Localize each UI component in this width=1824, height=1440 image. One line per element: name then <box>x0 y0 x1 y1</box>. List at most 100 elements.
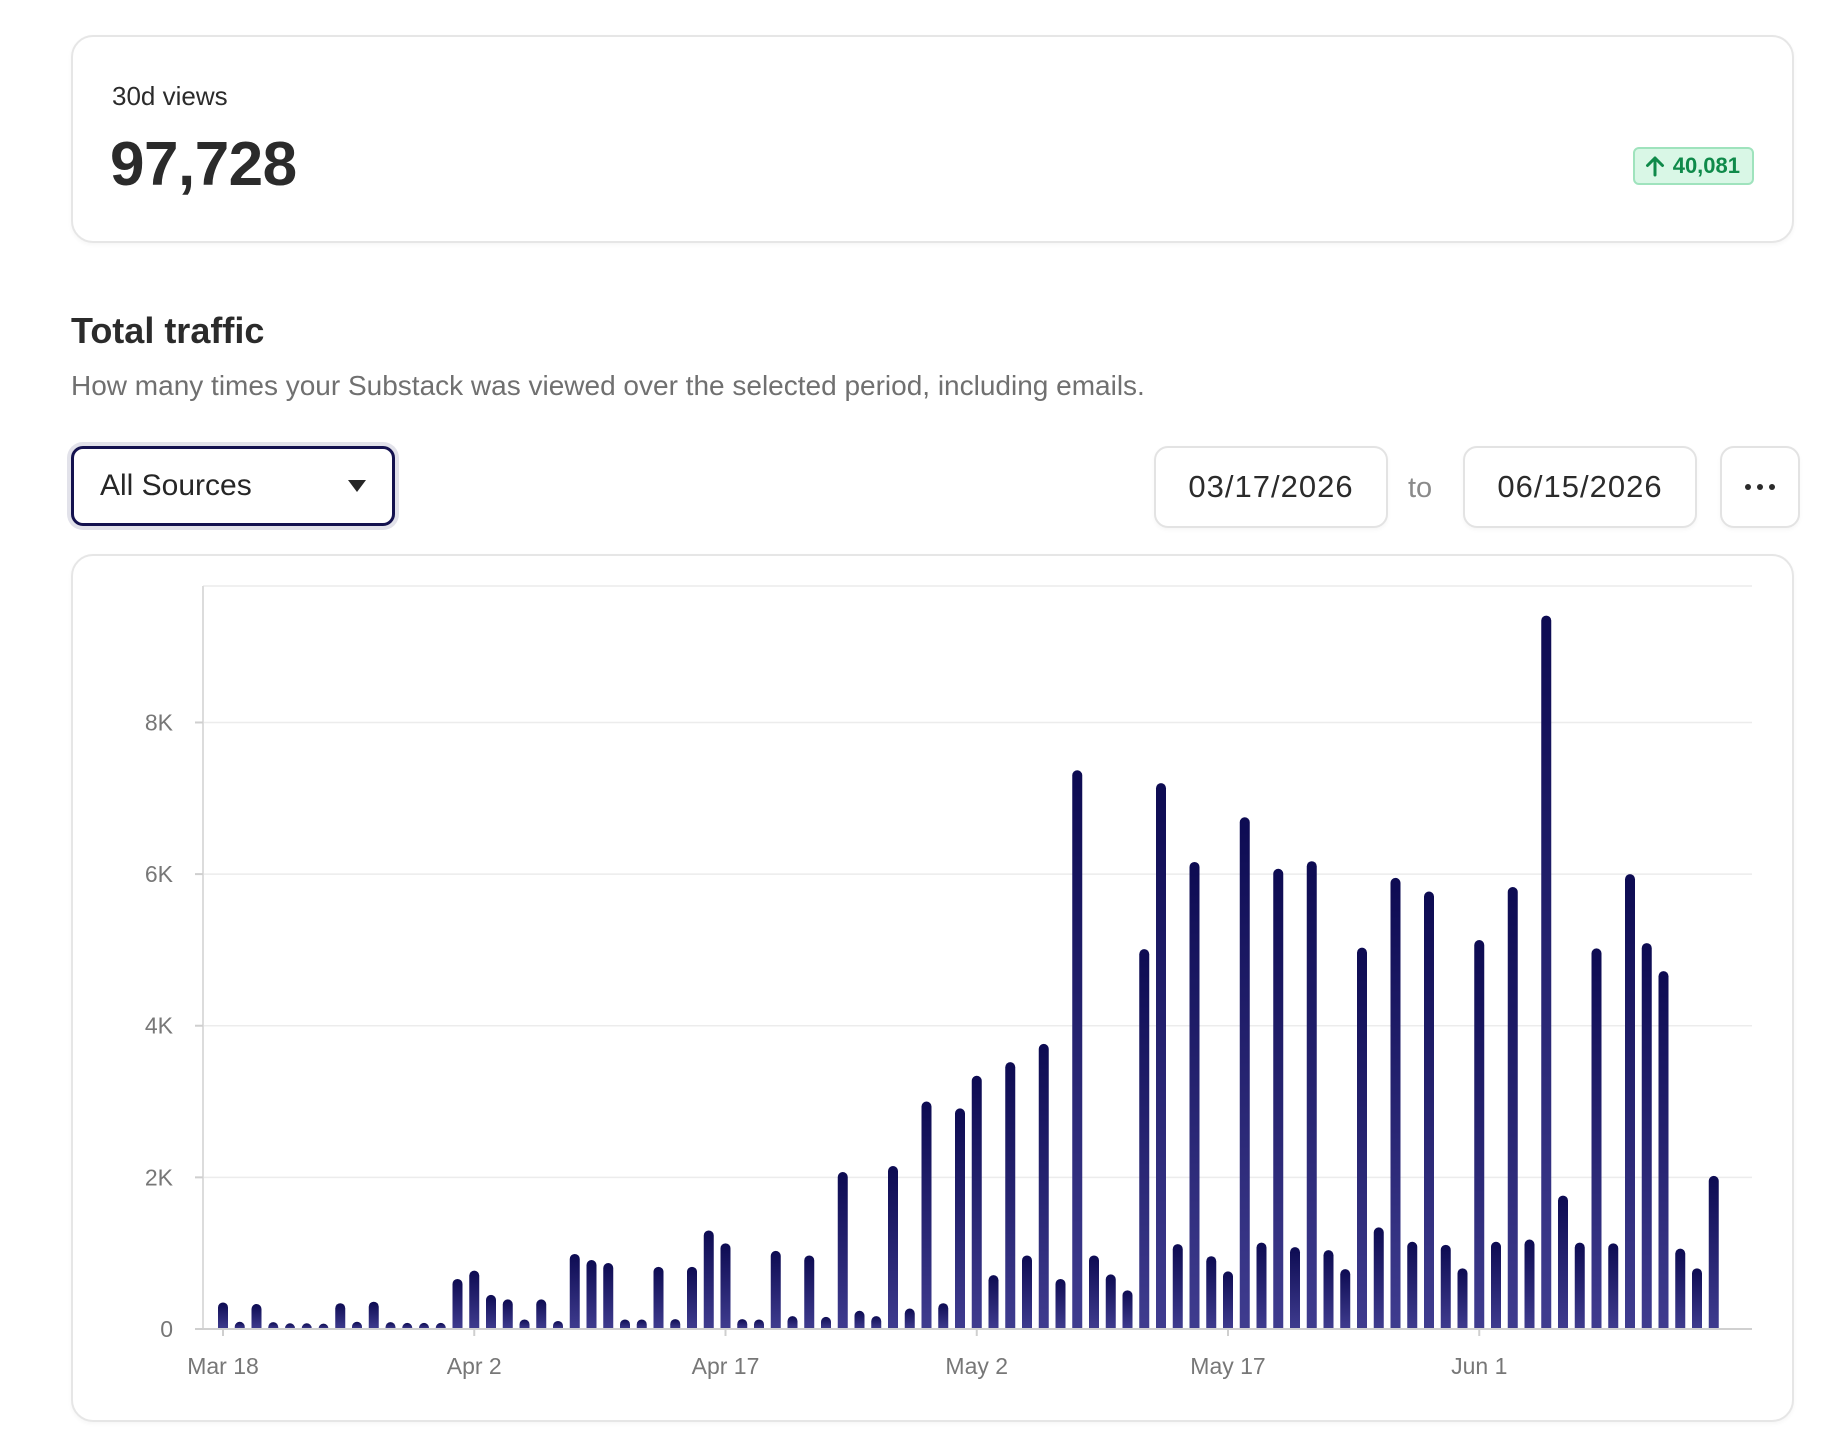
bar[interactable] <box>1675 1248 1686 1329</box>
bar[interactable] <box>837 1172 848 1329</box>
bar[interactable] <box>821 1316 831 1329</box>
bar[interactable] <box>469 1270 480 1329</box>
bar[interactable] <box>502 1299 513 1329</box>
bar[interactable] <box>1089 1255 1099 1329</box>
bar[interactable] <box>737 1319 748 1329</box>
bar[interactable] <box>720 1243 731 1329</box>
bar[interactable] <box>1558 1195 1568 1329</box>
traffic-chart-card: 0 2K 4K 6K 8K Mar 18 Apr 2 Apr 17 May 2 May 17 Jun… <box>71 554 1794 1422</box>
bar[interactable] <box>1022 1255 1032 1329</box>
bar[interactable] <box>285 1323 295 1329</box>
bar[interactable] <box>1457 1268 1468 1329</box>
bar[interactable] <box>536 1299 547 1329</box>
bar[interactable] <box>1507 886 1518 1329</box>
bar[interactable] <box>335 1303 346 1329</box>
bar[interactable] <box>1340 1269 1351 1329</box>
bar[interactable] <box>218 1302 228 1329</box>
bar[interactable] <box>1306 861 1317 1329</box>
end-date-input[interactable]: 06/15/2026 <box>1463 446 1697 528</box>
bar[interactable] <box>234 1321 245 1329</box>
bar[interactable] <box>754 1319 764 1329</box>
bar[interactable] <box>1055 1278 1066 1329</box>
bar[interactable] <box>653 1266 664 1329</box>
bar[interactable] <box>1474 940 1485 1329</box>
bar[interactable] <box>1105 1274 1116 1329</box>
bar[interactable] <box>687 1266 697 1329</box>
bar[interactable] <box>1625 874 1635 1329</box>
bar[interactable] <box>1541 615 1552 1329</box>
bar[interactable] <box>1574 1242 1585 1329</box>
bar[interactable] <box>251 1303 262 1329</box>
bar[interactable] <box>955 1108 965 1329</box>
bar[interactable] <box>703 1230 714 1329</box>
bar[interactable] <box>620 1319 630 1329</box>
bar[interactable] <box>1256 1242 1267 1329</box>
bar[interactable] <box>1491 1241 1501 1329</box>
bar[interactable] <box>787 1316 798 1329</box>
bar[interactable] <box>1206 1256 1217 1329</box>
bar[interactable] <box>1390 877 1401 1329</box>
bar[interactable] <box>452 1278 463 1329</box>
bar[interactable] <box>385 1322 396 1329</box>
bar[interactable] <box>854 1310 865 1329</box>
bar[interactable] <box>1373 1227 1384 1329</box>
bar[interactable] <box>988 1275 999 1329</box>
bar[interactable] <box>1273 868 1284 1329</box>
bar[interactable] <box>1424 891 1434 1329</box>
bar[interactable] <box>368 1301 379 1329</box>
bar[interactable] <box>971 1075 982 1329</box>
bar[interactable] <box>1323 1250 1334 1329</box>
bar[interactable] <box>553 1320 563 1329</box>
bar[interactable] <box>871 1316 882 1329</box>
start-date-input[interactable]: 03/17/2026 <box>1154 446 1388 528</box>
bar[interactable] <box>670 1319 681 1329</box>
bar[interactable] <box>888 1165 898 1329</box>
bar[interactable] <box>1072 770 1083 1329</box>
bar[interactable] <box>921 1101 932 1329</box>
bar[interactable] <box>804 1255 815 1329</box>
bar[interactable] <box>1038 1043 1049 1329</box>
bar[interactable] <box>268 1322 279 1329</box>
bar[interactable] <box>419 1322 429 1329</box>
bar[interactable] <box>569 1253 580 1329</box>
more-options-button[interactable] <box>1720 446 1800 528</box>
y-tick-label: 8K <box>145 709 174 735</box>
bar[interactable] <box>352 1321 362 1329</box>
x-tick-label: Mar 18 <box>187 1353 259 1379</box>
bar[interactable] <box>1156 783 1166 1329</box>
bar[interactable] <box>938 1303 949 1329</box>
bar[interactable] <box>301 1323 312 1329</box>
bar[interactable] <box>1608 1243 1619 1329</box>
source-select[interactable]: All Sources <box>71 446 395 526</box>
bar[interactable] <box>1658 971 1669 1329</box>
bar[interactable] <box>519 1319 530 1329</box>
bar[interactable] <box>1122 1290 1133 1329</box>
bar[interactable] <box>402 1322 413 1329</box>
bar[interactable] <box>486 1294 496 1329</box>
views-summary-card: 30d views 97,728 40,081 <box>71 35 1794 243</box>
bar[interactable] <box>603 1263 614 1329</box>
bar[interactable] <box>1641 943 1652 1329</box>
bar[interactable] <box>435 1322 446 1329</box>
bar[interactable] <box>1440 1244 1451 1329</box>
bar[interactable] <box>1407 1241 1418 1329</box>
caret-down-icon <box>348 480 366 492</box>
bar[interactable] <box>1591 948 1602 1329</box>
bar[interactable] <box>1290 1247 1300 1329</box>
bar[interactable] <box>1139 949 1150 1329</box>
bar[interactable] <box>1239 817 1250 1329</box>
bar[interactable] <box>1189 861 1200 1329</box>
bar[interactable] <box>1005 1062 1016 1329</box>
y-tick-label: 4K <box>145 1013 174 1039</box>
bar[interactable] <box>770 1250 781 1329</box>
bar[interactable] <box>586 1260 597 1329</box>
bar[interactable] <box>1357 947 1367 1329</box>
bar[interactable] <box>1524 1239 1535 1329</box>
bar[interactable] <box>1708 1175 1719 1329</box>
bar[interactable] <box>1223 1271 1233 1329</box>
bar[interactable] <box>1172 1244 1183 1329</box>
bar[interactable] <box>904 1308 915 1329</box>
bar[interactable] <box>636 1319 647 1329</box>
bar[interactable] <box>318 1323 329 1329</box>
bar[interactable] <box>1692 1268 1702 1329</box>
